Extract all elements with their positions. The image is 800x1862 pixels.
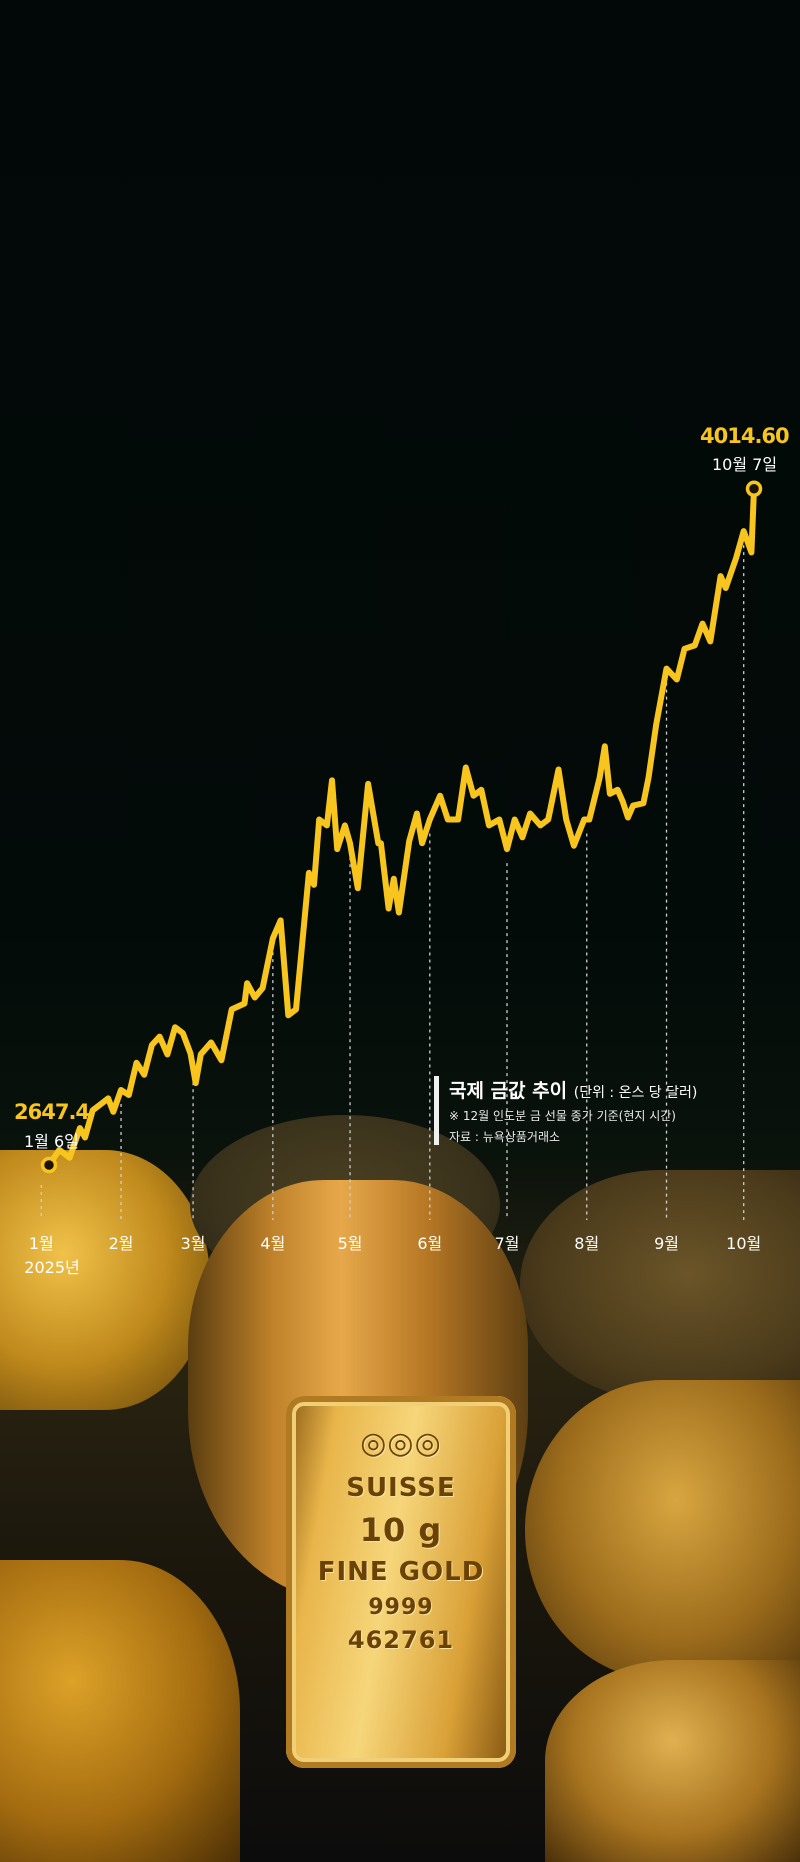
x-tick-label: 3월 xyxy=(180,1234,206,1253)
bar-text: 10 g xyxy=(359,1511,443,1549)
chart-title: 국제 금값 추이 (단위 : 온스 당 달러) xyxy=(449,1076,780,1103)
x-year-label: 2025년 xyxy=(24,1258,80,1277)
gold-coin xyxy=(545,1660,800,1862)
x-tick-label: 2월 xyxy=(108,1234,134,1253)
x-tick-label: 1월 xyxy=(28,1234,54,1253)
x-tick-label: 4월 xyxy=(260,1234,286,1253)
start-value-label: 2647.4 xyxy=(14,1100,90,1124)
gold-coin xyxy=(520,1170,800,1400)
x-tick-label: 10월 xyxy=(726,1234,762,1253)
title-text: 국제 금값 추이 xyxy=(449,1080,568,1102)
pamp-logo: ◎◎◎ xyxy=(360,1426,442,1461)
start-point-marker xyxy=(40,1156,58,1174)
end-point-marker xyxy=(745,480,763,498)
bar-text: 9999 xyxy=(368,1595,434,1620)
end-date-label: 10월 7일 xyxy=(712,455,778,474)
chart-source: 자료 : 뉴욕상품거래소 xyxy=(449,1130,561,1144)
gold-coin xyxy=(0,1150,210,1410)
end-value-label: 4014.60 xyxy=(700,424,790,448)
gold-bar: ◎◎◎ SUISSE 10 g FINE GOLD 9999 462761 xyxy=(286,1396,516,1768)
bar-text: SUISSE xyxy=(346,1473,456,1503)
x-tick-label: 9월 xyxy=(654,1234,679,1253)
x-tick-label: 7월 xyxy=(494,1234,520,1253)
bar-text: 462761 xyxy=(347,1626,455,1654)
unit-label: (단위 : 온스 당 달러) xyxy=(573,1085,698,1101)
bar-text: FINE GOLD xyxy=(317,1557,485,1587)
start-date-label: 1월 6일 xyxy=(24,1132,79,1151)
chart-note: ※ 12월 인도분 금 선물 종가 기준(현지 시간) xyxy=(449,1109,676,1123)
price-line xyxy=(46,485,757,1168)
x-tick-label: 6월 xyxy=(417,1234,443,1253)
x-tick-label: 8월 xyxy=(574,1234,600,1253)
gold-coin xyxy=(525,1380,800,1680)
gold-coin xyxy=(0,1560,240,1862)
chart-legend-box: 국제 금값 추이 (단위 : 온스 당 달러) ※ 12월 인도분 금 선물 종… xyxy=(434,1076,780,1145)
x-tick-label: 5월 xyxy=(337,1234,363,1253)
